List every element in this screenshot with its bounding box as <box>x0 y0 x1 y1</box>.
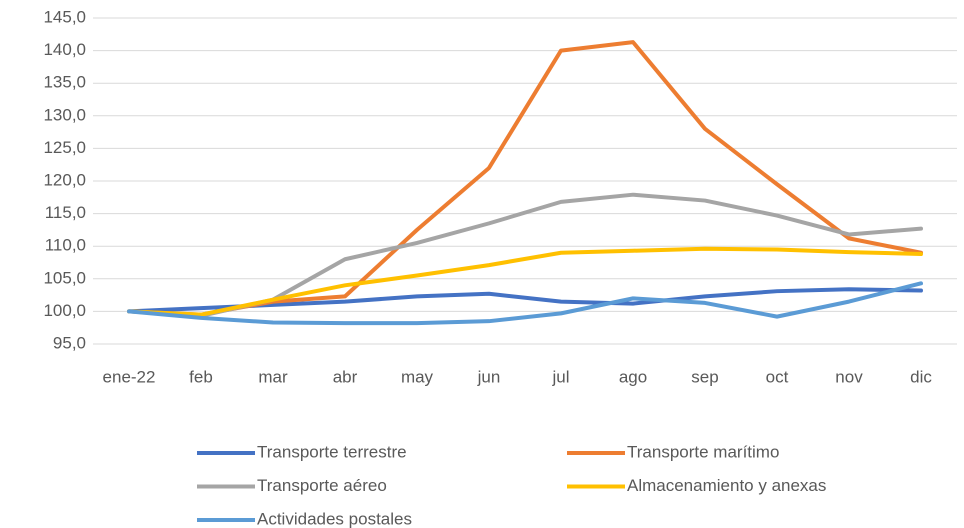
y-tick-label: 100,0 <box>43 301 86 320</box>
legend-label: Transporte terrestre <box>257 442 407 461</box>
y-tick-label: 135,0 <box>43 73 86 92</box>
x-tick-label: jul <box>551 367 569 386</box>
x-tick-label: sep <box>691 367 718 386</box>
legend-label: Actividades postales <box>257 509 412 528</box>
y-tick-label: 145,0 <box>43 7 86 26</box>
y-tick-label: 115,0 <box>45 203 86 222</box>
x-tick-label: oct <box>766 367 789 386</box>
x-tick-label: ago <box>619 367 647 386</box>
series-line <box>127 281 923 326</box>
y-tick-label: 125,0 <box>43 138 86 157</box>
y-tick-label: 110,0 <box>45 236 86 255</box>
x-tick-label: jun <box>477 367 501 386</box>
legend-label: Transporte marítimo <box>627 442 779 461</box>
series-line <box>127 246 923 317</box>
y-tick-label: 120,0 <box>43 170 86 189</box>
legend-label: Transporte aéreo <box>257 476 387 495</box>
x-tick-label: nov <box>835 367 863 386</box>
x-tick-label: mar <box>258 367 288 386</box>
y-tick-label: 140,0 <box>43 40 86 59</box>
legend-label: Almacenamiento y anexas <box>627 476 826 495</box>
x-tick-label: feb <box>189 367 213 386</box>
y-tick-label: 130,0 <box>43 105 86 124</box>
x-tick-label: ene-22 <box>103 367 156 386</box>
y-tick-label: 95,0 <box>53 333 86 352</box>
y-tick-label: 105,0 <box>43 268 86 287</box>
x-tick-label: dic <box>910 367 932 386</box>
x-tick-label: abr <box>333 367 358 386</box>
x-tick-label: may <box>401 367 434 386</box>
